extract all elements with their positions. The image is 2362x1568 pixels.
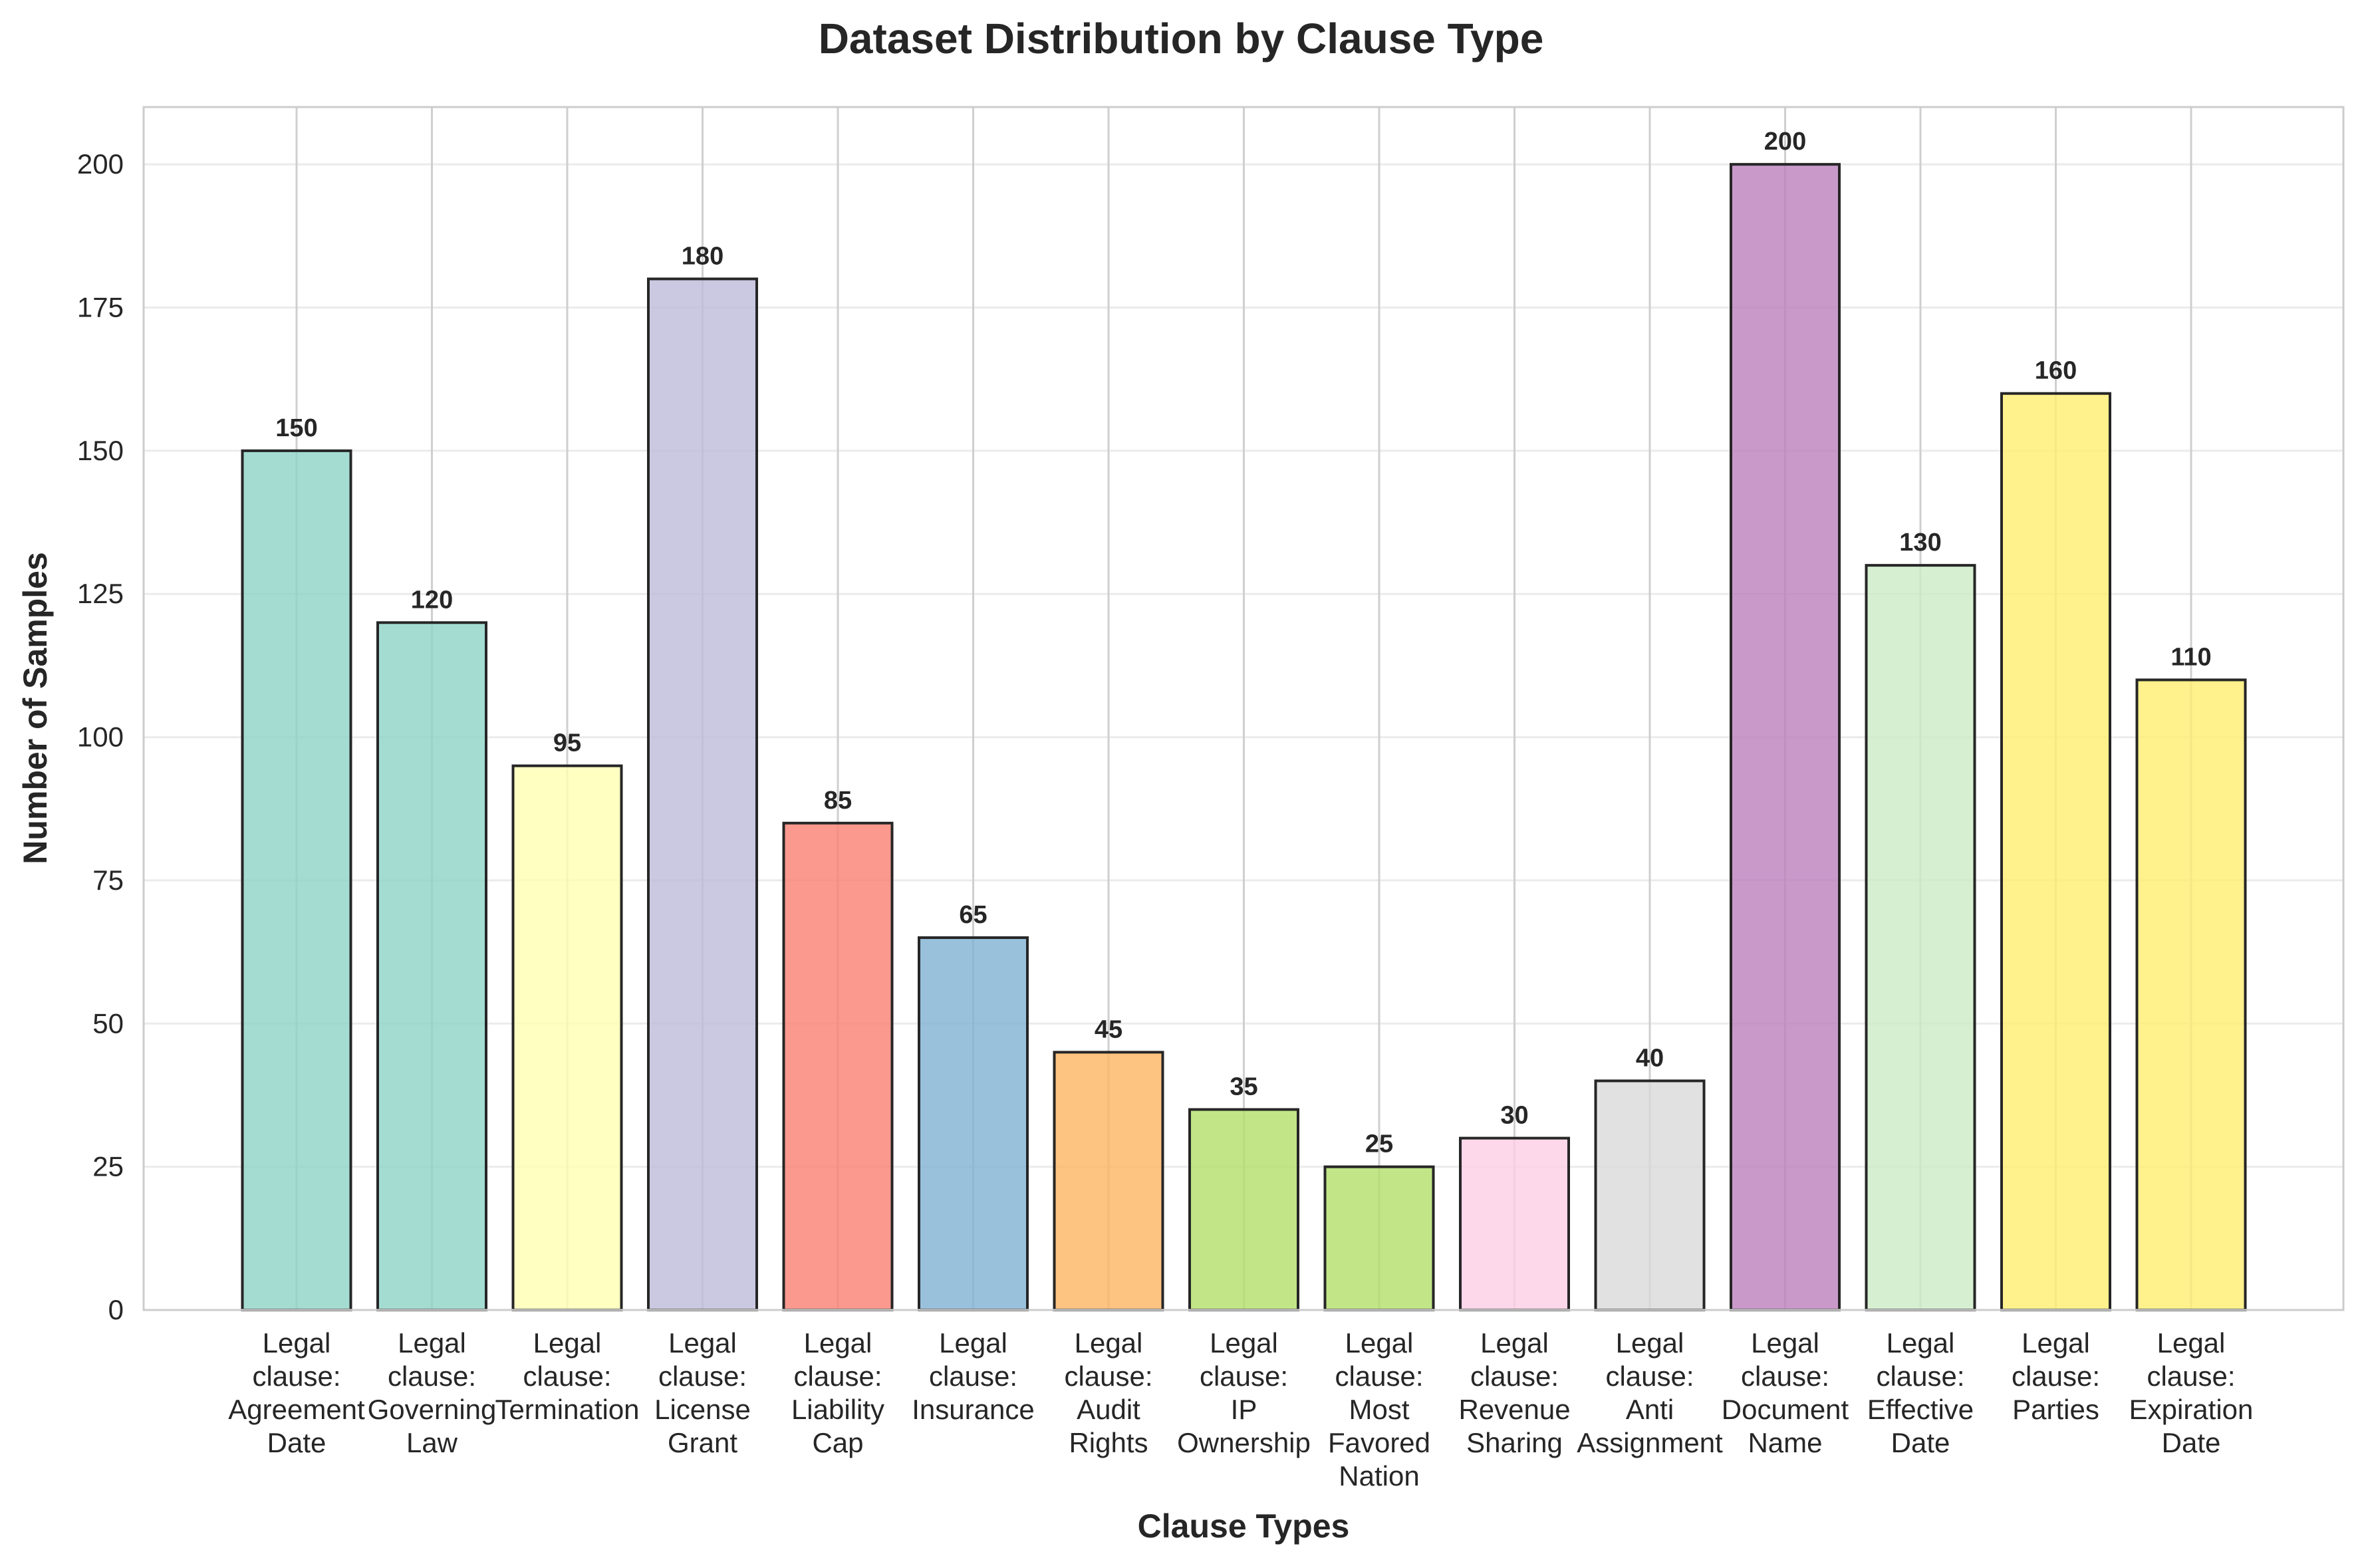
bar: [2000, 392, 2111, 1312]
x-tick-label: Legal clause: Audit Rights: [1064, 1327, 1152, 1458]
value-label: 40: [1636, 1044, 1664, 1072]
bar: [918, 936, 1029, 1311]
chart-title: Dataset Distribution by Clause Type: [819, 15, 1544, 63]
value-label: 180: [682, 242, 723, 270]
bar: [1323, 1165, 1435, 1311]
value-labels: 150 120 95 180 85 65 45 35 25 30 40 200 130 160 110: [275, 128, 2211, 1158]
bar: [1188, 1108, 1299, 1311]
x-tick-label: Legal clause: Document Name: [1722, 1327, 1849, 1458]
x-tick-label: Legal clause: Insurance: [912, 1327, 1034, 1425]
value-label: 85: [824, 787, 852, 815]
y-tick-labels: 0 25 50 75 100 125 150 175 200: [77, 148, 124, 1325]
bar: [376, 621, 487, 1311]
bar: [2135, 678, 2247, 1311]
bar: [1865, 564, 1976, 1312]
y-tick-label: 200: [77, 148, 124, 180]
value-label: 35: [1230, 1073, 1257, 1101]
y-tick-label: 0: [108, 1294, 124, 1325]
value-label: 130: [1899, 529, 1941, 557]
x-tick-label: Legal clause: Expiration Date: [2129, 1327, 2254, 1458]
value-label: 30: [1500, 1102, 1528, 1130]
y-tick-label: 75: [92, 864, 124, 896]
value-label: 150: [275, 414, 317, 442]
x-tick-label: Legal clause: Agreement Date: [228, 1327, 365, 1458]
plot-frame: [142, 106, 2345, 1311]
x-tick-label: Legal clause: Governing Law: [368, 1327, 497, 1458]
y-tick-label: 125: [77, 578, 124, 609]
y-tick-label: 50: [92, 1007, 124, 1039]
x-tick-label: Legal clause: Parties: [2012, 1327, 2100, 1425]
bars: [241, 163, 2247, 1312]
bar: [511, 764, 623, 1311]
value-label: 45: [1095, 1015, 1122, 1043]
y-tick-label: 175: [77, 292, 124, 323]
x-tick-label: Legal clause: Liability Cap: [791, 1327, 884, 1458]
value-label: 120: [411, 586, 453, 614]
x-tick-label: Legal clause: IP Ownership: [1177, 1327, 1311, 1458]
y-tick-label: 25: [92, 1151, 124, 1182]
value-label: 110: [2170, 643, 2211, 671]
bar: [241, 449, 352, 1311]
bar: [647, 277, 758, 1311]
x-axis-label: Clause Types: [1138, 1507, 1350, 1545]
y-axis-label: Number of Samples: [17, 552, 54, 864]
value-label: 160: [2035, 357, 2077, 385]
x-tick-label: Legal clause: Revenue Sharing: [1458, 1327, 1570, 1458]
x-tick-label: Legal clause: Termination: [495, 1327, 639, 1425]
bar: [1459, 1136, 1570, 1311]
value-label: 95: [553, 729, 581, 757]
value-label: 65: [959, 901, 987, 929]
x-tick-label: Legal clause: Anti Assignment: [1577, 1327, 1723, 1458]
bar: [1594, 1079, 1706, 1312]
x-tick-label: Legal clause: Most Favored Nation: [1328, 1327, 1430, 1492]
value-label: 25: [1365, 1130, 1393, 1158]
bar: [1053, 1051, 1164, 1312]
bar: [782, 821, 894, 1312]
y-tick-label: 100: [77, 721, 124, 753]
x-tick-label: Legal clause: License Grant: [654, 1327, 751, 1458]
x-tick-label: Legal clause: Effective Date: [1867, 1327, 1974, 1458]
bar: [1730, 163, 1841, 1312]
value-label: 200: [1764, 128, 1806, 156]
y-tick-label: 150: [77, 435, 124, 466]
